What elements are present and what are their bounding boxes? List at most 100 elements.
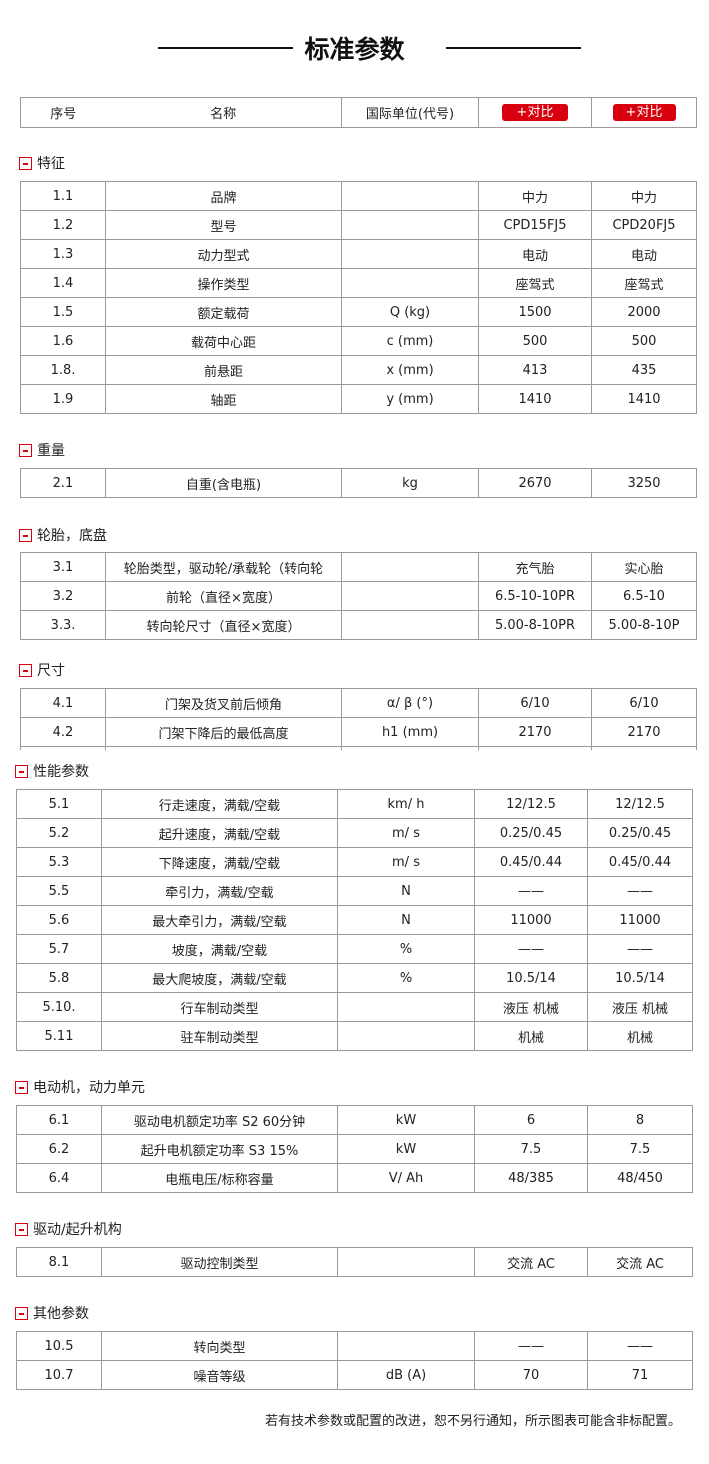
row-unit: y (mm) (341, 384, 479, 414)
row-value-1: 座驾式 (478, 268, 592, 298)
section-header[interactable]: 轮胎，底盘 (19, 525, 107, 545)
section-header[interactable]: 特征 (19, 153, 65, 173)
table-row: 4.2 门架下降后的最低高度 h1 (mm) 2170 2170 (20, 717, 697, 747)
row-seq: 6.1 (16, 1105, 102, 1135)
row-unit: x (mm) (341, 355, 479, 385)
table-row: 1.5 额定载荷 Q (kg) 1500 2000 (20, 297, 697, 327)
row-value-1: 中力 (478, 181, 592, 211)
section-header[interactable]: 驱动/起升机构 (15, 1219, 122, 1239)
table-row: 5.5 牵引力，满载/空载 N —— —— (16, 876, 693, 906)
collapse-icon[interactable] (19, 528, 32, 542)
row-value-1: 充气胎 (478, 552, 592, 582)
row-name: 轴距 (105, 384, 342, 414)
collapse-icon[interactable] (19, 156, 32, 170)
section-header[interactable]: 其他参数 (15, 1303, 89, 1323)
row-unit (337, 1247, 475, 1277)
row-value-1: —— (474, 1331, 588, 1361)
row-seq: 1.3 (20, 239, 106, 269)
row-value-2: 71 (587, 1360, 693, 1390)
row-value-1 (478, 746, 592, 750)
row-name: 轮胎类型，驱动轮/承载轮（转向轮 (105, 552, 342, 582)
row-seq: 6.2 (16, 1134, 102, 1164)
row-unit (337, 992, 475, 1022)
row-value-2: 0.25/0.45 (587, 818, 693, 848)
collapse-icon[interactable] (19, 663, 32, 677)
row-seq: 5.3 (16, 847, 102, 877)
row-unit: m/ s (337, 847, 475, 877)
row-seq: 10.7 (16, 1360, 102, 1390)
row-value-1: 500 (478, 326, 592, 356)
spec-table: 6.1 驱动电机额定功率 S2 60分钟 kW 6 8 6.2 起升电机额定功率 S3 15… (16, 1105, 693, 1193)
row-unit: α/ β (°) (341, 688, 479, 718)
section-title: 尺寸 (37, 663, 65, 679)
table-row: 1.9 轴距 y (mm) 1410 1410 (20, 384, 697, 414)
row-value-2: 10.5/14 (587, 963, 693, 993)
row-value-1: 液压 机械 (474, 992, 588, 1022)
row-value-2: —— (587, 876, 693, 906)
row-name: 行走速度，满载/空载 (101, 789, 338, 819)
row-unit: m/ s (337, 818, 475, 848)
row-unit: h1 (mm) (341, 717, 479, 747)
row-value-1: —— (474, 934, 588, 964)
row-unit (341, 268, 479, 298)
row-seq: 4.2 (20, 717, 106, 747)
row-value-1: 5.00-8-10PR (478, 610, 592, 640)
row-unit: kW (337, 1105, 475, 1135)
row-name: 起升电机额定功率 S3 15% (101, 1134, 338, 1164)
row-name: 型号 (105, 210, 342, 240)
section-header[interactable]: 重量 (19, 440, 65, 460)
section-header[interactable]: 尺寸 (19, 660, 65, 680)
collapse-icon[interactable] (15, 1222, 28, 1236)
row-value-1: 70 (474, 1360, 588, 1390)
table-container: 5.1 行走速度，满载/空载 km/ h 12/12.5 12/12.5 5.2 起升速度，… (16, 789, 693, 1051)
row-value-2: 座驾式 (591, 268, 697, 298)
spec-table: 8.1 驱动控制类型 交流 AC 交流 AC (16, 1247, 693, 1277)
row-name: 驱动控制类型 (101, 1247, 338, 1277)
row-value-1: 6 (474, 1105, 588, 1135)
row-seq: 1.8. (20, 355, 106, 385)
row-name: 驱动电机额定功率 S2 60分钟 (101, 1105, 338, 1135)
row-value-2: 交流 AC (587, 1247, 693, 1277)
row-value-1: 0.45/0.44 (474, 847, 588, 877)
row-value-1: 7.5 (474, 1134, 588, 1164)
row-value-2: CPD20FJ5 (591, 210, 697, 240)
spec-table: 4.1 门架及货叉前后倾角 α/ β (°) 6/10 6/10 4.2 门架下降后的最低高… (20, 688, 697, 750)
table-row: 3.2 前轮（直径×宽度） 6.5-10-10PR 6.5-10 (20, 581, 697, 611)
section-header[interactable]: 电动机，动力单元 (15, 1077, 145, 1097)
row-value-2 (591, 746, 697, 750)
row-name: 自重(含电瓶) (105, 468, 342, 498)
table-row: 5.11 驻车制动类型 机械 机械 (16, 1021, 693, 1051)
row-value-2: 12/12.5 (587, 789, 693, 819)
table-row (20, 746, 697, 750)
collapse-icon[interactable] (15, 1306, 28, 1320)
row-value-2: 6.5-10 (591, 581, 697, 611)
compare-button-1[interactable]: +对比 (502, 104, 568, 121)
row-value-1: 1410 (478, 384, 592, 414)
section-title: 电动机，动力单元 (33, 1080, 145, 1096)
row-name: 最大爬坡度，满载/空载 (101, 963, 338, 993)
compare-button-2[interactable]: +对比 (612, 104, 676, 121)
table-row: 5.6 最大牵引力，满载/空载 N 11000 11000 (16, 905, 693, 935)
row-name: 噪音等级 (101, 1360, 338, 1390)
table-container: 4.1 门架及货叉前后倾角 α/ β (°) 6/10 6/10 4.2 门架下降后的最低高… (20, 688, 697, 750)
row-unit: N (337, 876, 475, 906)
row-unit: c (mm) (341, 326, 479, 356)
section-header[interactable]: 性能参数 (15, 761, 89, 781)
row-seq: 8.1 (16, 1247, 102, 1277)
row-unit: km/ h (337, 789, 475, 819)
row-value-1: 交流 AC (474, 1247, 588, 1277)
collapse-icon[interactable] (15, 1080, 28, 1094)
table-row: 3.1 轮胎类型，驱动轮/承载轮（转向轮 充气胎 实心胎 (20, 552, 697, 582)
table-row: 1.2 型号 CPD15FJ5 CPD20FJ5 (20, 210, 697, 240)
row-value-2: 8 (587, 1105, 693, 1135)
row-value-2: 1410 (591, 384, 697, 414)
row-unit (337, 1021, 475, 1051)
row-name: 起升速度，满载/空载 (101, 818, 338, 848)
collapse-icon[interactable] (19, 443, 32, 457)
row-seq: 5.8 (16, 963, 102, 993)
table-container: 1.1 品牌 中力 中力 1.2 型号 CPD15FJ5 CPD20FJ5 1.3 动力型式 电动电… (20, 181, 697, 414)
collapse-icon[interactable] (15, 764, 28, 778)
row-unit: Q (kg) (341, 297, 479, 327)
row-value-1: 6/10 (478, 688, 592, 718)
row-seq: 10.5 (16, 1331, 102, 1361)
